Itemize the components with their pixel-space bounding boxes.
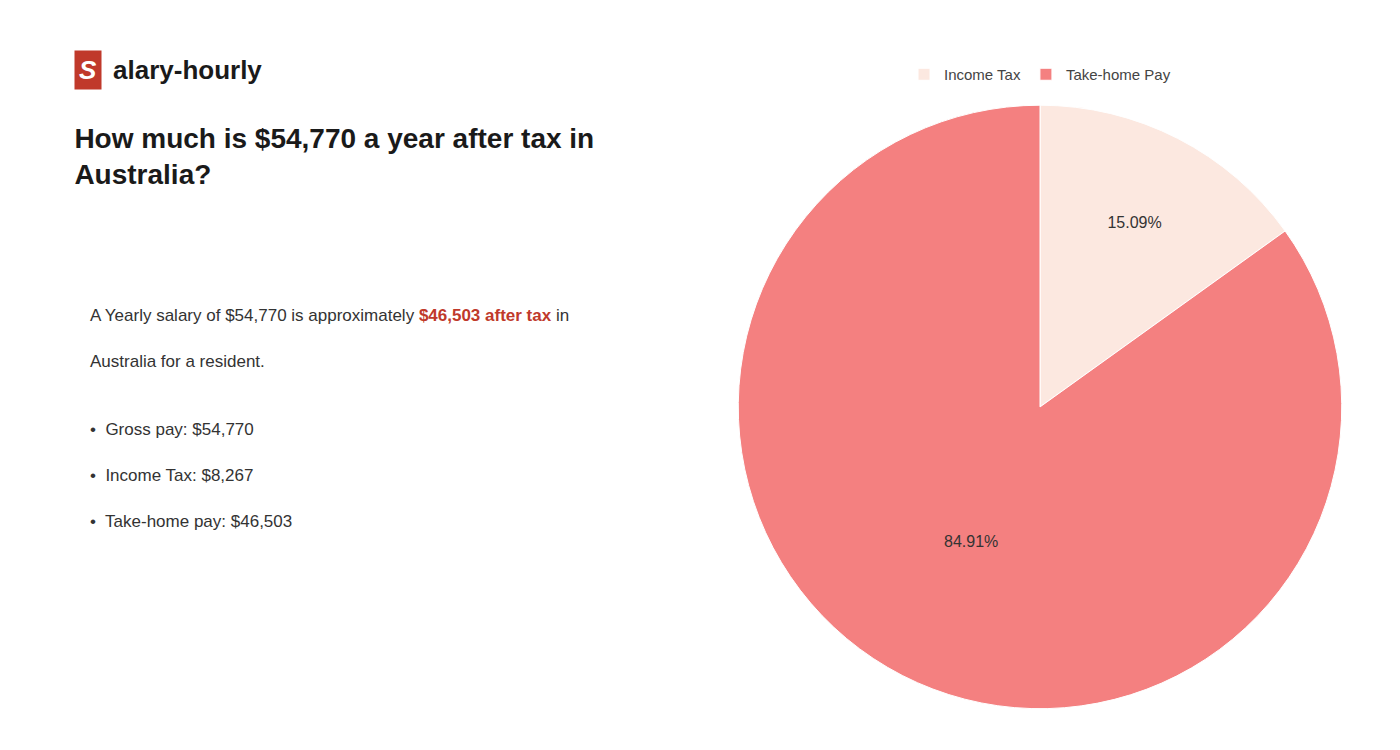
svg-text:• Income Tax: $8,267: • Income Tax: $8,267 [90, 466, 253, 485]
svg-text:84.91%: 84.91% [944, 533, 998, 550]
svg-text:• Take-home pay: $46,503: • Take-home pay: $46,503 [90, 512, 292, 531]
svg-text:Australia for a resident.: Australia for a resident. [90, 352, 265, 371]
svg-text:alary-hourly: alary-hourly [113, 55, 262, 85]
svg-text:Take-home Pay: Take-home Pay [1066, 66, 1171, 83]
svg-text:S: S [79, 55, 97, 85]
svg-text:• Gross pay: $54,770: • Gross pay: $54,770 [90, 420, 254, 439]
svg-text:Income Tax: Income Tax [944, 66, 1021, 83]
svg-text:A Yearly salary of $54,770 is: A Yearly salary of $54,770 is approximat… [90, 306, 569, 325]
svg-text:15.09%: 15.09% [1107, 214, 1161, 231]
svg-text:How much is $54,770 a year aft: How much is $54,770 a year after tax inA… [74, 123, 594, 190]
